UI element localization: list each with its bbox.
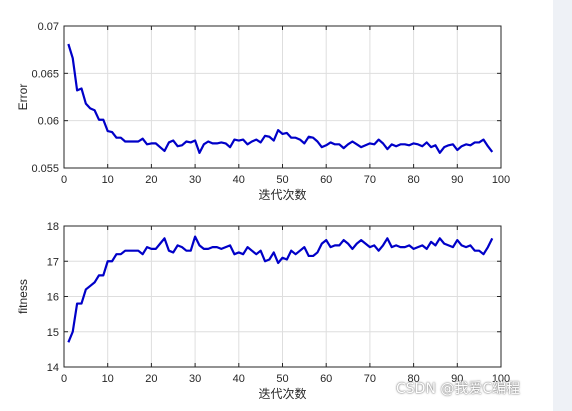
x-tick-label: 0: [61, 373, 67, 385]
x-tick-label: 60: [320, 174, 332, 186]
side-scroll-area: [553, 0, 572, 411]
y-tick-label: 0.055: [31, 163, 59, 175]
x-tick-label: 10: [102, 174, 114, 186]
watermark-text: CSDN @我爱C编程: [396, 381, 521, 397]
y-tick-label: 0.06: [38, 116, 59, 128]
x-tick-label: 30: [189, 373, 201, 385]
y-tick-label: 18: [47, 221, 59, 233]
y-tick-label: 0.065: [31, 68, 59, 80]
x-tick-label: 30: [189, 174, 201, 186]
y-tick-label: 17: [47, 256, 59, 268]
x-tick-label: 100: [492, 373, 510, 385]
x-tick-label: 80: [407, 373, 419, 385]
x-tick-label: 20: [145, 174, 157, 186]
x-tick-label: 70: [364, 174, 376, 186]
x-axis-label: 迭代次数: [258, 386, 306, 401]
x-tick-label: 0: [61, 174, 67, 186]
x-tick-label: 40: [233, 174, 245, 186]
y-tick-label: 0.07: [38, 21, 59, 33]
x-tick-label: 40: [233, 373, 245, 385]
x-tick-label: 90: [451, 373, 463, 385]
y-axis-label: fitness: [16, 279, 30, 314]
x-tick-label: 90: [451, 174, 463, 186]
x-tick-label: 10: [102, 373, 114, 385]
fitness-plot: 0 10 20 30 40 50 60 70 80 90 100 14 15 16 17 18 迭代次数 fitn…: [16, 221, 510, 401]
x-tick-label: 50: [276, 373, 288, 385]
error-plot: 0 10 20 30 40 50 60 70 80 90 100 0.055 0.06 0.065 0.07…: [16, 21, 510, 202]
y-tick-label: 16: [47, 292, 59, 304]
y-axis-label: Error: [16, 84, 30, 111]
x-tick-label: 50: [276, 174, 288, 186]
x-tick-label: 20: [145, 373, 157, 385]
x-tick-label: 80: [407, 174, 419, 186]
x-tick-label: 70: [364, 373, 376, 385]
x-tick-label: 60: [320, 373, 332, 385]
series-line: [67, 235, 494, 343]
series-line: [67, 43, 494, 154]
y-tick-label: 15: [47, 327, 59, 339]
x-tick-label: 100: [492, 174, 510, 186]
y-tick-label: 14: [47, 362, 59, 374]
x-axis-label: 迭代次数: [258, 187, 306, 202]
